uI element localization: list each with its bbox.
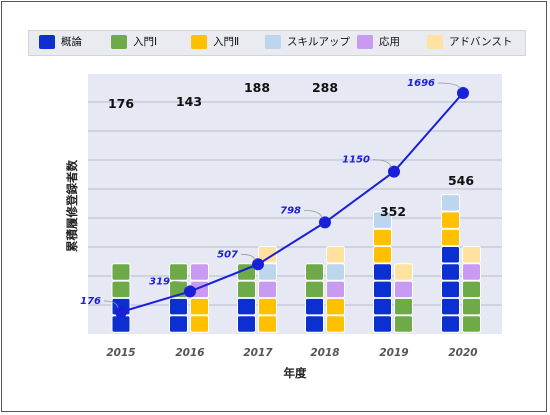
block-2017-advance-1-4 [258, 246, 277, 264]
legend-swatch-nyumon2 [191, 35, 207, 49]
block-2019-gairon-0-2 [373, 280, 392, 299]
block-2019-nyumon2-0-5 [373, 228, 392, 247]
leader-line-2016 [172, 280, 188, 288]
block-2018-gairon-0-1 [305, 297, 324, 316]
block-2018-nyumon2-1-0 [326, 315, 345, 333]
block-2019-gairon-0-3 [373, 263, 392, 281]
x-tick-label-2018: 2018 [310, 347, 339, 359]
block-2019-skillup-0-6 [373, 211, 392, 229]
legend-label-gairon: 概論 [61, 36, 82, 48]
yearly-total-label-2016: 143 [176, 94, 202, 109]
yearly-total-label-2017: 188 [244, 80, 270, 95]
legend-label-skillup: スキルアップ [287, 36, 350, 48]
line-point-2018 [319, 216, 331, 229]
block-2016-gairon-0-0 [169, 315, 188, 333]
block-2018-nyumon1-0-2 [305, 280, 324, 299]
line-point-2017 [252, 258, 264, 271]
block-2019-gairon-0-1 [373, 297, 392, 316]
yearly-total-label-2015: 176 [108, 96, 134, 111]
line-point-2019 [388, 165, 400, 178]
x-tick-label-2015: 2015 [106, 347, 135, 359]
x-axis-title: 年度 [284, 366, 307, 380]
legend-swatch-gairon [39, 35, 55, 49]
block-2018-advance-1-4 [326, 246, 345, 264]
block-2017-gairon-0-1 [237, 297, 256, 316]
line-point-2015 [115, 306, 127, 318]
legend-swatch-oyo [357, 35, 373, 49]
block-2018-gairon-0-0 [305, 315, 324, 333]
block-2020-nyumon1-1-1 [462, 297, 481, 316]
block-2020-advance-1-4 [462, 246, 481, 264]
legend-label-oyo: 応用 [379, 36, 400, 48]
line-point-2020 [457, 87, 469, 99]
leader-line-2019 [372, 159, 392, 168]
block-2015-gairon-0-0 [111, 315, 131, 333]
line-label-2020: 1696 [407, 78, 435, 89]
block-2016-nyumon2-1-1 [190, 297, 209, 316]
x-tick-label-2020: 2020 [448, 347, 477, 359]
block-2020-gairon-0-2 [441, 280, 460, 299]
block-2015-nyumon1-0-3 [111, 263, 131, 281]
line-point-2016 [184, 285, 196, 298]
block-2017-skillup-1-3 [258, 263, 277, 281]
block-2020-gairon-0-3 [441, 263, 460, 281]
block-2016-oyo-1-3 [190, 263, 209, 281]
x-tick-label-2017: 2017 [243, 347, 273, 359]
block-2020-skillup-0-7 [441, 194, 460, 212]
block-2019-nyumon2-0-4 [373, 246, 392, 264]
block-2019-nyumon1-1-1 [394, 297, 413, 316]
block-2017-nyumon2-1-0 [258, 315, 277, 333]
yearly-total-label-2020: 546 [448, 173, 474, 188]
block-2020-nyumon2-0-6 [441, 211, 460, 229]
block-2018-nyumon1-0-3 [305, 263, 324, 281]
y-axis-title: 累積履修登録者数 [65, 160, 79, 252]
legend-label-nyumon2: 入門Ⅱ [213, 36, 240, 48]
block-2016-gairon-0-1 [169, 297, 188, 316]
yearly-total-label-2018: 288 [312, 80, 338, 95]
block-2020-gairon-0-4 [441, 246, 460, 264]
block-2020-gairon-0-0 [441, 315, 460, 333]
line-label-2017: 507 [217, 249, 238, 260]
block-2020-nyumon1-1-2 [462, 280, 481, 299]
cumulative-line [120, 92, 464, 313]
line-label-2016: 319 [149, 276, 170, 287]
legend-swatch-advance [427, 35, 443, 49]
legend-swatch-nyumon1 [111, 35, 127, 49]
block-2018-skillup-1-3 [326, 263, 345, 281]
leader-line-2020 [437, 82, 461, 90]
block-2015-nyumon1-0-2 [111, 280, 131, 299]
line-label-2018: 798 [280, 205, 301, 216]
line-label-2019: 1150 [342, 155, 370, 166]
x-tick-label-2019: 2019 [379, 347, 408, 359]
leader-line-2018 [303, 209, 323, 219]
block-2017-gairon-0-0 [237, 315, 256, 333]
block-2016-nyumon2-1-0 [190, 315, 209, 333]
block-2020-oyo-1-3 [462, 263, 481, 281]
block-2018-nyumon2-1-1 [326, 297, 345, 316]
block-2020-nyumon1-1-0 [462, 315, 481, 333]
leader-line-2015 [103, 300, 119, 309]
block-2017-nyumon1-0-2 [237, 280, 256, 299]
block-2020-nyumon2-0-5 [441, 228, 460, 247]
block-2019-nyumon1-1-0 [394, 315, 413, 333]
block-2016-nyumon1-0-3 [169, 263, 188, 281]
legend-label-advance: アドバンスト [449, 36, 513, 48]
block-2019-oyo-1-2 [394, 280, 413, 299]
yearly-total-label-2019: 352 [380, 204, 406, 219]
x-tick-label-2016: 2016 [175, 347, 204, 359]
block-2020-gairon-0-1 [441, 297, 460, 316]
legend: 概論 入門Ⅰ 入門Ⅱ スキルアップ 応用 アドバンスト [28, 30, 526, 56]
block-2019-gairon-0-0 [373, 315, 392, 333]
block-2018-oyo-1-2 [326, 280, 345, 299]
legend-swatch-skillup [265, 35, 281, 49]
block-2017-nyumon2-1-1 [258, 297, 277, 316]
block-2019-advance-1-3 [394, 263, 413, 281]
legend-label-nyumon1: 入門Ⅰ [133, 36, 158, 48]
line-label-2015: 176 [80, 296, 101, 307]
plot-area [88, 74, 502, 334]
block-2017-oyo-1-2 [258, 280, 277, 299]
leader-line-2017 [240, 253, 256, 261]
